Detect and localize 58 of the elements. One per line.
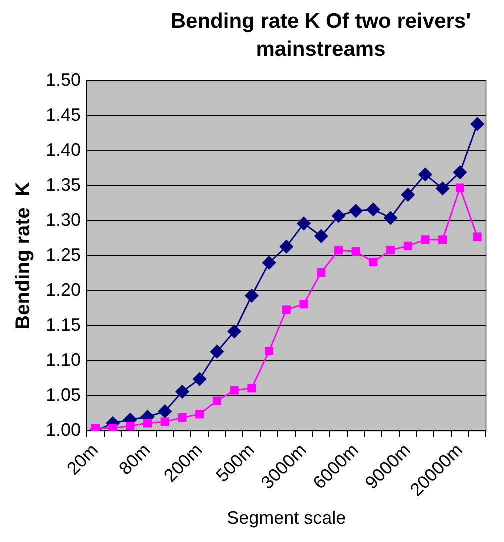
point xyxy=(176,385,190,399)
point xyxy=(349,204,363,218)
x-tick-label: 20m xyxy=(63,440,102,479)
point xyxy=(126,422,135,431)
point xyxy=(418,168,432,182)
point xyxy=(108,424,118,432)
y-tick-label: 1.30 xyxy=(46,210,82,230)
point xyxy=(297,216,311,230)
point xyxy=(453,166,467,180)
point xyxy=(212,396,222,406)
point xyxy=(210,345,224,359)
x-axis-title: Segment scale xyxy=(227,508,346,528)
point xyxy=(436,182,450,196)
y-tick-label: 1.20 xyxy=(46,280,82,300)
point xyxy=(384,211,398,225)
point xyxy=(282,306,291,314)
point xyxy=(245,289,259,303)
point xyxy=(300,300,308,309)
point xyxy=(228,324,242,338)
y-tick-label: 1.45 xyxy=(46,104,82,125)
y-tick-label: 1.50 xyxy=(46,70,82,90)
point xyxy=(317,268,326,278)
y-tick-label: 1.15 xyxy=(46,315,82,335)
point xyxy=(352,247,360,256)
point xyxy=(262,256,276,270)
point xyxy=(280,240,294,254)
y-tick-label: 1.10 xyxy=(46,350,82,370)
point xyxy=(404,242,412,250)
point xyxy=(438,236,448,244)
point xyxy=(314,230,328,244)
point xyxy=(193,372,207,386)
point xyxy=(248,384,256,393)
point xyxy=(473,232,482,242)
x-tick-label: 80m xyxy=(115,440,154,479)
chart-title: Bending rate K Of two reivers' mainstreams xyxy=(170,9,472,63)
point xyxy=(334,246,343,255)
point xyxy=(369,258,378,267)
point xyxy=(230,386,239,395)
point xyxy=(160,418,170,426)
point xyxy=(91,424,100,432)
point xyxy=(178,414,187,422)
point xyxy=(470,117,484,131)
y-tick-label: 1.00 xyxy=(46,420,82,440)
point xyxy=(366,202,380,216)
y-tick-label: 1.40 xyxy=(46,140,82,160)
point xyxy=(421,236,430,244)
y-tick-label: 1.25 xyxy=(46,244,82,265)
point xyxy=(196,410,204,419)
y-tick-label: 1.35 xyxy=(46,174,82,195)
point xyxy=(332,209,346,223)
y-tick-label: 1.05 xyxy=(46,385,82,406)
point xyxy=(456,184,464,192)
point xyxy=(386,246,396,255)
y-axis-title: Bending rate K xyxy=(12,182,35,330)
point xyxy=(158,404,172,418)
point xyxy=(264,346,274,356)
point xyxy=(401,188,415,202)
point xyxy=(143,419,152,428)
